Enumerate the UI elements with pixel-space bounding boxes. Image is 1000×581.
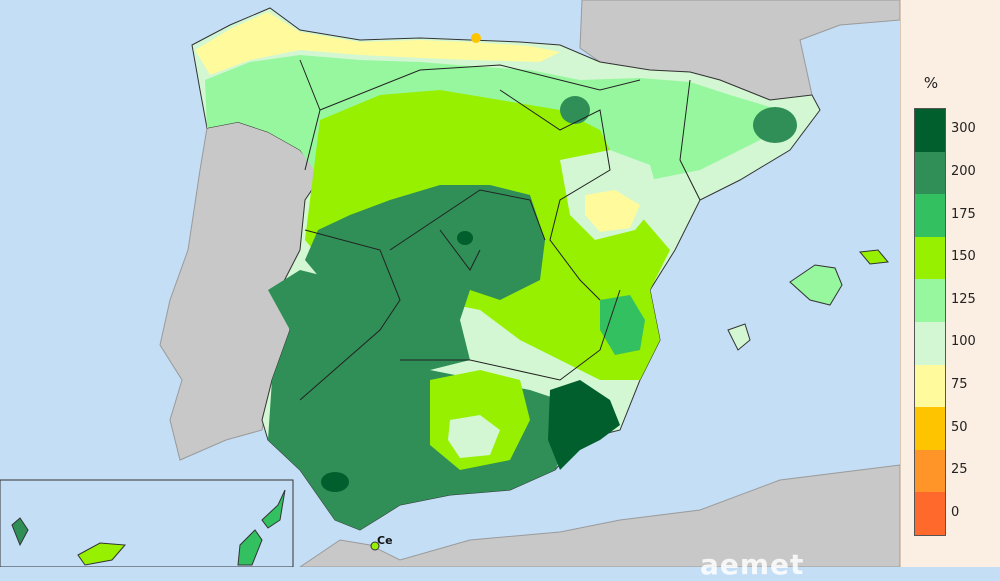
zone-huelva-darkest xyxy=(321,472,349,492)
canary-island-4 xyxy=(261,489,286,529)
mallorca xyxy=(789,264,843,306)
legend-swatch-0 xyxy=(915,492,945,535)
zone-southeast-darkest xyxy=(548,380,620,470)
ceuta-marker xyxy=(370,541,380,551)
legend-label-150: 150 xyxy=(951,249,976,265)
zone-east-yellow xyxy=(585,190,640,232)
canary-island-3 xyxy=(237,529,263,566)
foreign-land xyxy=(159,0,900,567)
africa xyxy=(299,464,900,567)
zone-madrid-darkest xyxy=(457,231,473,245)
zone-ebro-dark xyxy=(560,96,590,124)
legend-panel: % 300 200 175 150 125 100 75 50 25 0 xyxy=(900,0,1000,567)
balearic-islands xyxy=(727,249,889,351)
zone-south-pale xyxy=(448,415,500,458)
canary-inset xyxy=(0,479,294,567)
legend-unit: % xyxy=(923,74,939,92)
legend-label-0: 0 xyxy=(951,504,960,520)
region-borders xyxy=(299,59,701,401)
zone-north-orange xyxy=(471,33,481,43)
legend-label-50: 50 xyxy=(951,419,968,435)
legend-label-125: 125 xyxy=(951,291,976,307)
precipitation-map xyxy=(0,0,900,567)
zone-southwest-dark xyxy=(268,270,570,530)
legend-label-25: 25 xyxy=(951,462,968,478)
legend-label-100: 100 xyxy=(951,334,976,350)
aemet-logo: aemet xyxy=(700,548,805,581)
legend-swatches xyxy=(914,108,946,536)
legend-swatch-200 xyxy=(915,151,945,195)
legend-label-300: 300 xyxy=(951,121,976,137)
legend-swatch-50 xyxy=(915,407,945,450)
legend-label-75: 75 xyxy=(951,376,968,392)
legend-label-175: 175 xyxy=(951,206,976,222)
ibiza xyxy=(727,323,751,351)
legend-swatch-300 xyxy=(915,109,945,152)
legend-swatch-175 xyxy=(915,194,945,237)
ceuta-label: Ce xyxy=(377,534,393,547)
legend-swatch-125 xyxy=(915,279,945,322)
legend-swatch-25 xyxy=(915,449,945,493)
canary-island-2 xyxy=(77,542,127,566)
legend-label-200: 200 xyxy=(951,163,976,179)
legend-swatch-100 xyxy=(915,321,945,365)
zone-north-yellow xyxy=(195,12,560,75)
zone-center-dark xyxy=(305,185,545,370)
canary-island-1 xyxy=(11,517,29,547)
spain-mainland xyxy=(191,7,821,531)
zone-valencia xyxy=(600,295,645,355)
legend-swatch-75 xyxy=(915,364,945,408)
menorca xyxy=(859,249,889,265)
legend-swatch-150 xyxy=(915,236,945,280)
zone-catalonia-dark xyxy=(753,107,797,143)
